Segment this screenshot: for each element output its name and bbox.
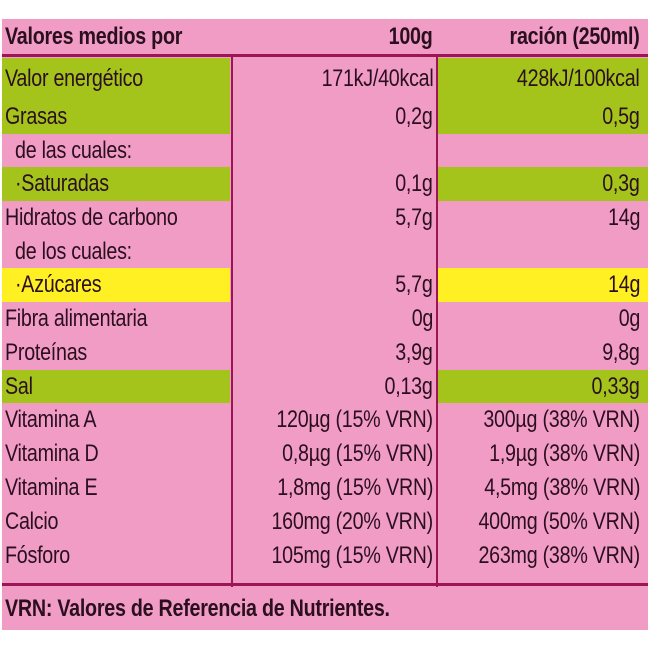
row-per100: 171kJ/40kcal (321, 65, 433, 92)
row-label: Fósforo (5, 542, 70, 569)
table-row-vitamin-d: Vitamina D 0,8µg (15% VRN) 1,9µg (38% VR… (2, 437, 648, 471)
row-serving: 4,5mg (38% VRN) (484, 474, 640, 501)
footer-divider (2, 583, 648, 586)
row-label: ·Azúcares (15, 271, 102, 298)
table-row-vitamin-a: Vitamina A 120µg (15% VRN) 300µg (38% VR… (2, 403, 648, 437)
row-label: de las cuales: (15, 136, 132, 164)
row-label: de los cuales: (15, 237, 132, 265)
header-per-serving: ración (250ml) (510, 22, 640, 50)
row-per100: 120µg (15% VRN) (276, 406, 434, 433)
table-row-of-which-fat: de las cuales: (2, 134, 648, 167)
row-serving: 0g (618, 305, 641, 332)
table-row-of-which-carbs: de los cuales: (2, 235, 648, 268)
row-serving: 428kJ/100kcal (517, 65, 640, 92)
table-row-energy: Valor energético 171kJ/40kcal 428kJ/100k… (2, 58, 648, 100)
row-per100: 3,9g (395, 339, 434, 366)
row-serving: 1,9µg (38% VRN) (489, 440, 640, 467)
table-row-saturated: ·Saturadas 0,1g 0,3g (2, 167, 648, 201)
row-serving: 400mg (50% VRN) (478, 508, 641, 535)
row-label: Hidratos de carbono (5, 204, 178, 231)
row-serving: 9,8g (602, 339, 641, 366)
table-row-carbohydrates: Hidratos de carbono 5,7g 14g (2, 201, 648, 235)
table-row-phosphorus: Fósforo 105mg (15% VRN) 263mg (38% VRN) (2, 539, 648, 573)
row-label: Sal (5, 372, 33, 400)
row-per100: 0,1g (395, 170, 434, 197)
footer-note: VRN: Valores de Referencia de Nutrientes… (5, 594, 390, 622)
table-row-fibre: Fibra alimentaria 0g 0g (2, 302, 648, 336)
table-header: Valores medios por 100g ración (250ml) (2, 19, 648, 54)
row-serving: 263mg (38% VRN) (478, 542, 641, 569)
header-per-100g: 100g (389, 22, 433, 50)
header-label: Valores medios por (5, 22, 183, 50)
row-label: Proteínas (5, 339, 88, 366)
row-label: Valor energético (5, 65, 143, 92)
row-per100: 0,13g (384, 372, 433, 400)
header-divider (2, 54, 648, 57)
column-divider-1 (231, 57, 233, 587)
row-per100: 0g (411, 305, 434, 332)
table-row-fat: Grasas 0,2g 0,5g (2, 100, 648, 134)
table-row-vitamin-e: Vitamina E 1,8mg (15% VRN) 4,5mg (38% VR… (2, 471, 648, 505)
table-footer: VRN: Valores de Referencia de Nutrientes… (2, 587, 648, 630)
row-label: Vitamina D (5, 440, 99, 467)
row-serving: 14g (607, 271, 640, 298)
row-serving: 0,3g (602, 170, 641, 197)
row-per100: 0,2g (395, 103, 434, 130)
row-serving: 14g (607, 204, 640, 231)
row-serving: 0,33g (591, 372, 640, 400)
table-row-calcium: Calcio 160mg (20% VRN) 400mg (50% VRN) (2, 505, 648, 539)
column-divider-2 (436, 57, 438, 587)
row-label: Vitamina E (5, 474, 98, 501)
row-per100: 105mg (15% VRN) (271, 542, 434, 569)
row-label: ·Saturadas (15, 170, 109, 197)
row-label: Grasas (5, 103, 67, 130)
row-per100: 5,7g (395, 204, 434, 231)
table-row-sugars: ·Azúcares 5,7g 14g (2, 268, 648, 302)
row-serving: 300µg (38% VRN) (483, 406, 641, 433)
row-label: Fibra alimentaria (5, 305, 148, 332)
table-row-protein: Proteínas 3,9g 9,8g (2, 336, 648, 370)
nutrition-table: Valores medios por 100g ración (250ml) V… (2, 19, 648, 630)
row-serving: 0,5g (602, 103, 641, 130)
table-row-salt: Sal 0,13g 0,33g (2, 370, 648, 403)
row-per100: 1,8mg (15% VRN) (277, 474, 433, 501)
row-per100: 0,8µg (15% VRN) (282, 440, 433, 467)
row-label: Vitamina A (5, 406, 97, 433)
row-label: Calcio (5, 508, 59, 535)
row-per100: 5,7g (395, 271, 434, 298)
row-per100: 160mg (20% VRN) (271, 508, 434, 535)
